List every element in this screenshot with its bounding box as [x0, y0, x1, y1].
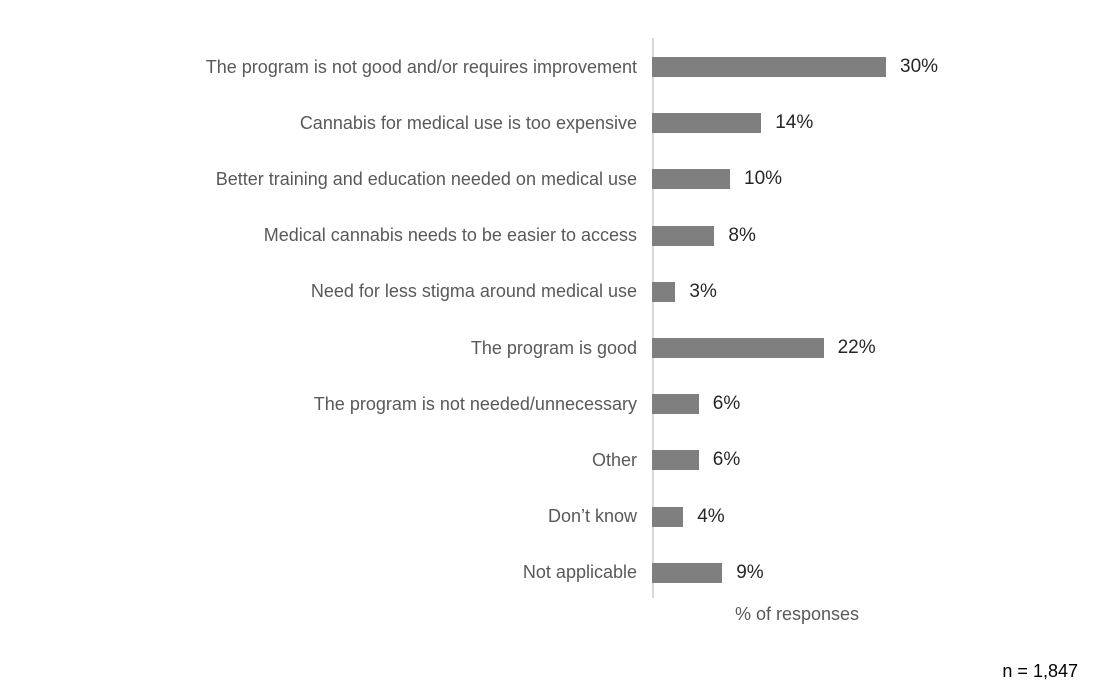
bar: [652, 394, 699, 415]
chart-row: Cannabis for medical use is too expensiv…: [0, 95, 1100, 151]
chart-rows: The program is not good and/or requires …: [0, 39, 1100, 601]
sample-size-note: n = 1,847: [1002, 661, 1078, 681]
chart-row: Not applicable 9%: [0, 545, 1100, 601]
bar-area: 6%: [652, 376, 1100, 432]
bar-area: 3%: [652, 264, 1100, 320]
bar: [652, 506, 684, 527]
bar: [652, 562, 723, 583]
chart-row: Better training and education needed on …: [0, 151, 1100, 207]
category-label: Need for less stigma around medical use: [310, 281, 637, 302]
bar: [652, 338, 824, 359]
category-label: The program is not needed/unnecessary: [313, 393, 637, 414]
y-axis-line: [652, 38, 654, 598]
category-label: The program is not good and/or requires …: [205, 56, 637, 77]
bar-area: 10%: [652, 151, 1100, 207]
chart-row: Don’t know 4%: [0, 489, 1100, 545]
chart-row: The program is good 22%: [0, 320, 1100, 376]
value-label: 9%: [736, 561, 764, 583]
value-label: 10%: [744, 168, 783, 190]
bar: [652, 450, 699, 471]
bar: [652, 225, 715, 246]
category-label: Other: [591, 449, 637, 470]
bar-area: 8%: [652, 208, 1100, 264]
bar: [652, 281, 676, 302]
bar-area: 4%: [652, 489, 1100, 545]
bar-area: 9%: [652, 545, 1100, 601]
category-label: Not applicable: [522, 562, 637, 583]
chart-row: Other 6%: [0, 432, 1100, 488]
value-label: 22%: [837, 337, 876, 359]
bar: [652, 169, 730, 190]
category-label: Better training and education needed on …: [215, 168, 637, 189]
chart-row: Medical cannabis needs to be easier to a…: [0, 208, 1100, 264]
value-label: 30%: [900, 56, 939, 78]
value-label: 6%: [712, 393, 741, 415]
chart-row: The program is not good and/or requires …: [0, 39, 1100, 95]
bar-area: 22%: [652, 320, 1100, 376]
bar: [652, 57, 886, 78]
value-label: 6%: [712, 449, 741, 471]
category-label: Medical cannabis needs to be easier to a…: [263, 225, 637, 246]
value-label: 4%: [697, 505, 725, 527]
value-label: 14%: [775, 112, 814, 134]
chart-row: Need for less stigma around medical use …: [0, 264, 1100, 320]
category-label: The program is good: [470, 337, 637, 358]
bar: [652, 113, 762, 134]
category-label: Don’t know: [547, 506, 637, 527]
category-label: Cannabis for medical use is too expensiv…: [299, 112, 637, 133]
value-label: 8%: [728, 224, 756, 246]
value-label: 3%: [689, 280, 717, 302]
bar-area: 30%: [652, 39, 1100, 95]
bar-area: 14%: [652, 95, 1100, 151]
chart-row: The program is not needed/unnecessary 6%: [0, 376, 1100, 432]
x-axis-label: % of responses: [734, 604, 860, 624]
bar-area: 6%: [652, 432, 1100, 488]
